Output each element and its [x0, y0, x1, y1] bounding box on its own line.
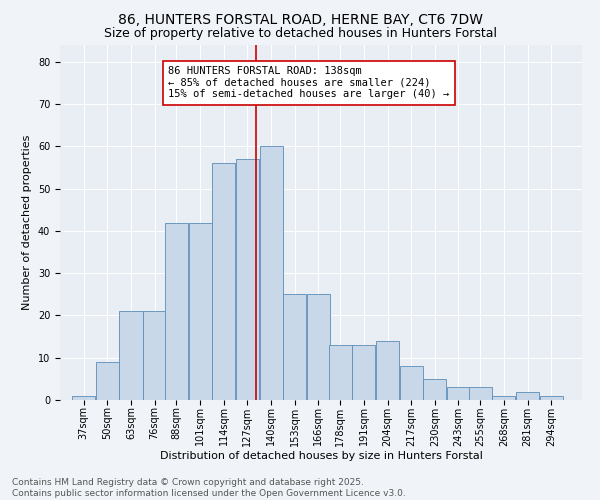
Bar [236, 159, 259, 400]
Text: 86, HUNTERS FORSTAL ROAD, HERNE BAY, CT6 7DW: 86, HUNTERS FORSTAL ROAD, HERNE BAY, CT6… [118, 12, 482, 26]
Bar [96, 362, 119, 400]
Bar [307, 294, 330, 400]
Bar [352, 345, 376, 400]
Bar [260, 146, 283, 400]
Bar [212, 164, 235, 400]
Y-axis label: Number of detached properties: Number of detached properties [22, 135, 32, 310]
Bar [447, 388, 470, 400]
Text: 86 HUNTERS FORSTAL ROAD: 138sqm
← 85% of detached houses are smaller (224)
15% o: 86 HUNTERS FORSTAL ROAD: 138sqm ← 85% of… [168, 66, 449, 100]
Bar [143, 311, 166, 400]
Bar [376, 341, 399, 400]
Bar [493, 396, 515, 400]
Bar [72, 396, 95, 400]
Bar [329, 345, 352, 400]
Bar [188, 222, 212, 400]
Bar [283, 294, 306, 400]
Bar [423, 379, 446, 400]
Bar [400, 366, 423, 400]
Text: Size of property relative to detached houses in Hunters Forstal: Size of property relative to detached ho… [104, 28, 497, 40]
Bar [539, 396, 563, 400]
Text: Contains HM Land Registry data © Crown copyright and database right 2025.
Contai: Contains HM Land Registry data © Crown c… [12, 478, 406, 498]
X-axis label: Distribution of detached houses by size in Hunters Forstal: Distribution of detached houses by size … [160, 452, 482, 462]
Bar [469, 388, 492, 400]
Bar [516, 392, 539, 400]
Bar [119, 311, 143, 400]
Bar [165, 222, 188, 400]
